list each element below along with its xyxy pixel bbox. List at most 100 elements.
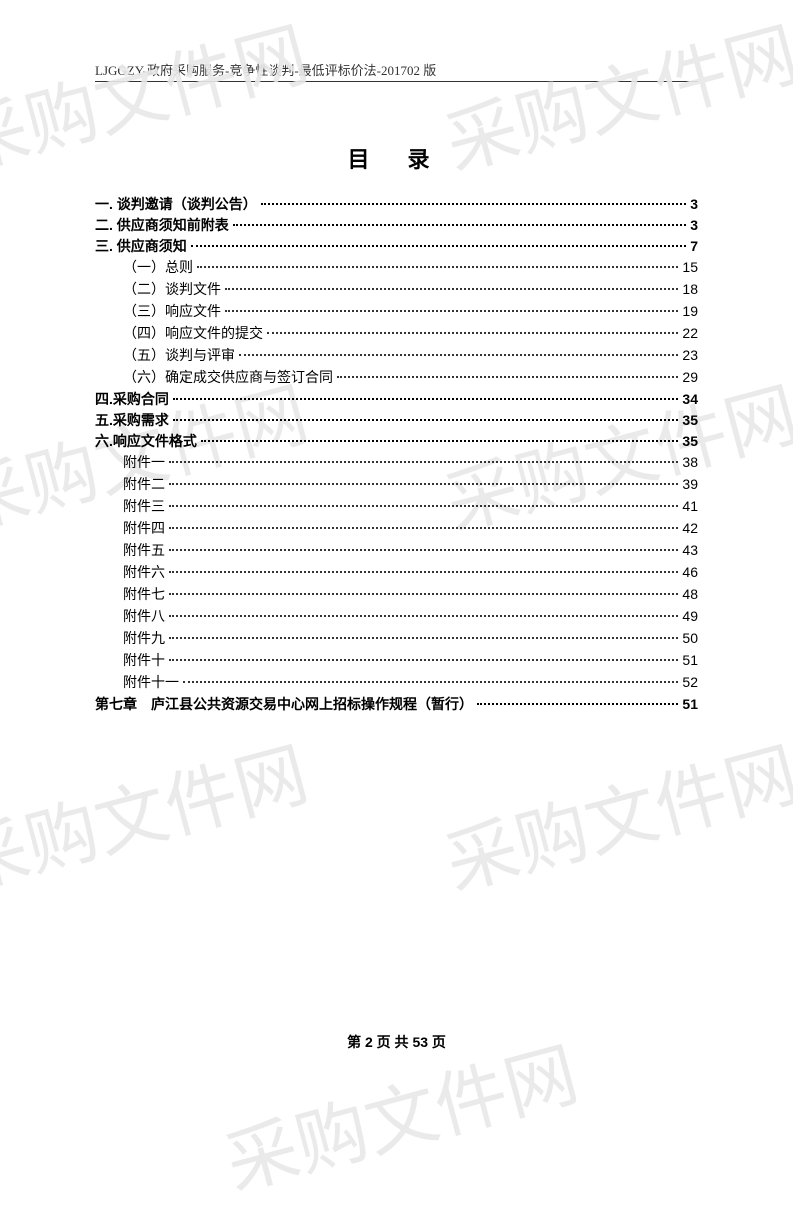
toc-leader-dots (337, 376, 678, 378)
toc-entry-label: 一. 谈判邀请（谈判公告） (95, 194, 257, 215)
toc-entry: 第七章 庐江县公共资源交易中心网上招标操作规程（暂行） 51 (95, 694, 698, 715)
toc-leader-dots (183, 681, 678, 683)
toc-entry: 附件十51 (95, 650, 698, 672)
toc-entry-label: （三）响应文件 (95, 302, 221, 323)
toc-entry: 一. 谈判邀请（谈判公告） 3 (95, 194, 698, 215)
toc-entry-label: （四）响应文件的提交 (95, 324, 263, 345)
toc-leader-dots (169, 637, 678, 639)
toc-entry-label: 三. 供应商须知 (95, 236, 187, 257)
toc-entry: 二. 供应商须知前附表 3 (95, 215, 698, 236)
toc-entry: 附件三 41 (95, 496, 698, 518)
toc-entry: （二）谈判文件 18 (95, 279, 698, 301)
toc-entry-page: 48 (682, 584, 698, 605)
toc-entry: 附件二 39 (95, 474, 698, 496)
toc-leader-dots (169, 571, 678, 573)
page-header: LJGGZY-政府采购服务-竞争性谈判-最低评标价法-201702 版 (95, 60, 698, 79)
toc-container: 目 录 一. 谈判邀请（谈判公告）3二. 供应商须知前附表3三. 供应商须知7（… (95, 142, 698, 715)
watermark: 采购文件网 (433, 715, 793, 910)
toc-leader-dots (197, 266, 678, 268)
toc-leader-dots (169, 593, 678, 595)
toc-leader-dots (173, 419, 679, 421)
toc-entry-label: （二）谈判文件 (95, 280, 221, 301)
toc-entry-page: 42 (682, 518, 698, 539)
toc-entry-page: 35 (682, 431, 698, 452)
watermark: 采购文件网 (0, 715, 317, 910)
toc-leader-dots (239, 354, 678, 356)
toc-entry: （六）确定成交供应商与签订合同 29 (95, 367, 698, 389)
document-page: 采购文件网采购文件网采购文件网采购文件网采购文件网采购文件网采购文件网 LJGG… (0, 0, 793, 1122)
toc-entry-label: 附件三 (95, 497, 165, 518)
toc-entry-page: 52 (682, 672, 698, 693)
toc-entry-label: 二. 供应商须知前附表 (95, 215, 229, 236)
page-footer: 第 2 页 共 53 页 (0, 1032, 793, 1052)
toc-leader-dots (477, 703, 678, 705)
toc-leader-dots (261, 203, 686, 205)
toc-entry-page: 39 (682, 474, 698, 495)
toc-title: 目 录 (95, 142, 698, 174)
toc-entry-label: 附件四 (95, 519, 165, 540)
toc-entry-page: 18 (682, 279, 698, 300)
toc-entry: 附件五 43 (95, 540, 698, 562)
toc-leader-dots (225, 288, 678, 290)
toc-entry: 附件九50 (95, 628, 698, 650)
toc-leader-dots (169, 505, 678, 507)
toc-entry-label: （一）总则 (95, 258, 193, 279)
toc-entry-label: 四.采购合同 (95, 389, 169, 410)
header-rule (95, 81, 698, 82)
toc-entry-label: 附件六 (95, 563, 165, 584)
toc-entry-page: 34 (682, 389, 698, 410)
toc-leader-dots (233, 224, 686, 226)
toc-entry-label: 五.采购需求 (95, 410, 169, 431)
toc-leader-dots (169, 483, 678, 485)
toc-leader-dots (169, 461, 678, 463)
toc-entry-page: 29 (682, 367, 698, 388)
toc-entry-page: 3 (690, 194, 698, 215)
toc-entry-label: （六）确定成交供应商与签订合同 (95, 368, 333, 389)
toc-entry: 附件六 46 (95, 562, 698, 584)
toc-entry: 四.采购合同 34 (95, 389, 698, 410)
toc-entry: 附件八 49 (95, 606, 698, 628)
toc-entry-label: 附件一 (95, 453, 165, 474)
toc-entry-label: 附件二 (95, 475, 165, 496)
toc-entry-page: 41 (682, 496, 698, 517)
toc-entry: （一）总则 15 (95, 257, 698, 279)
toc-entry-label: 附件八 (95, 607, 165, 628)
toc-entry-page: 49 (682, 606, 698, 627)
toc-leader-dots (267, 332, 678, 334)
toc-entry: 附件十一 52 (95, 672, 698, 694)
toc-entry: 五.采购需求 35 (95, 410, 698, 431)
toc-entry: 附件一 38 (95, 452, 698, 474)
toc-entry: （四）响应文件的提交22 (95, 323, 698, 345)
toc-list: 一. 谈判邀请（谈判公告）3二. 供应商须知前附表3三. 供应商须知7（一）总则… (95, 194, 698, 715)
toc-entry-page: 46 (682, 562, 698, 583)
toc-entry-page: 51 (682, 650, 698, 671)
toc-entry: 六.响应文件格式 35 (95, 431, 698, 452)
toc-leader-dots (169, 527, 678, 529)
toc-entry: 附件四 42 (95, 518, 698, 540)
toc-leader-dots (173, 398, 679, 400)
toc-entry-label: 附件七 (95, 585, 165, 606)
toc-entry-page: 15 (682, 257, 698, 278)
toc-leader-dots (225, 310, 678, 312)
toc-entry: 三. 供应商须知 7 (95, 236, 698, 257)
toc-leader-dots (169, 659, 678, 661)
toc-entry-page: 38 (682, 452, 698, 473)
toc-entry-label: 第七章 庐江县公共资源交易中心网上招标操作规程（暂行） (95, 694, 473, 715)
toc-entry-page: 50 (682, 628, 698, 649)
toc-entry-page: 3 (690, 215, 698, 236)
toc-entry-label: 附件十一 (95, 673, 179, 694)
toc-entry: （五）谈判与评审23 (95, 345, 698, 367)
toc-entry: 附件七 48 (95, 584, 698, 606)
toc-entry-page: 19 (682, 301, 698, 322)
toc-entry-label: 六.响应文件格式 (95, 431, 197, 452)
toc-leader-dots (169, 549, 678, 551)
toc-leader-dots (191, 245, 686, 247)
toc-entry-page: 51 (682, 694, 698, 715)
toc-entry-page: 7 (690, 236, 698, 257)
toc-entry-page: 35 (682, 410, 698, 431)
toc-entry: （三）响应文件 19 (95, 301, 698, 323)
toc-leader-dots (169, 615, 678, 617)
toc-leader-dots (201, 440, 679, 442)
toc-entry-label: 附件五 (95, 541, 165, 562)
toc-entry-page: 43 (682, 540, 698, 561)
